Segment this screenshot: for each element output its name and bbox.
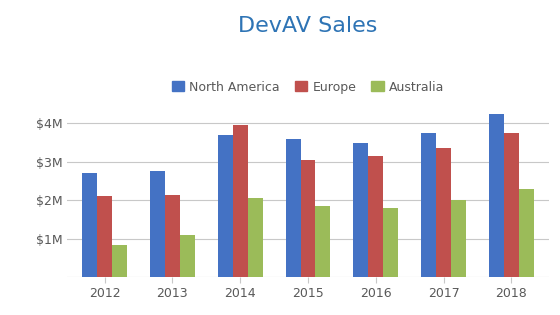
Bar bbox=[451, 200, 466, 277]
Bar bbox=[165, 195, 180, 277]
Bar bbox=[286, 139, 301, 277]
Legend: North America, Europe, Australia: North America, Europe, Australia bbox=[167, 76, 449, 99]
Bar bbox=[504, 133, 519, 277]
Bar bbox=[112, 244, 127, 277]
Bar bbox=[97, 197, 112, 277]
Text: DevAV Sales: DevAV Sales bbox=[239, 16, 377, 36]
Bar bbox=[82, 173, 97, 277]
Bar bbox=[233, 125, 248, 277]
Bar bbox=[301, 160, 315, 277]
Bar bbox=[383, 208, 398, 277]
Bar bbox=[353, 143, 368, 277]
Bar bbox=[368, 156, 383, 277]
Bar bbox=[150, 171, 165, 277]
Bar bbox=[436, 148, 451, 277]
Bar bbox=[248, 198, 263, 277]
Bar bbox=[218, 135, 233, 277]
Bar bbox=[180, 235, 195, 277]
Bar bbox=[315, 206, 330, 277]
Bar bbox=[421, 133, 436, 277]
Bar bbox=[519, 189, 534, 277]
Bar bbox=[489, 114, 504, 277]
